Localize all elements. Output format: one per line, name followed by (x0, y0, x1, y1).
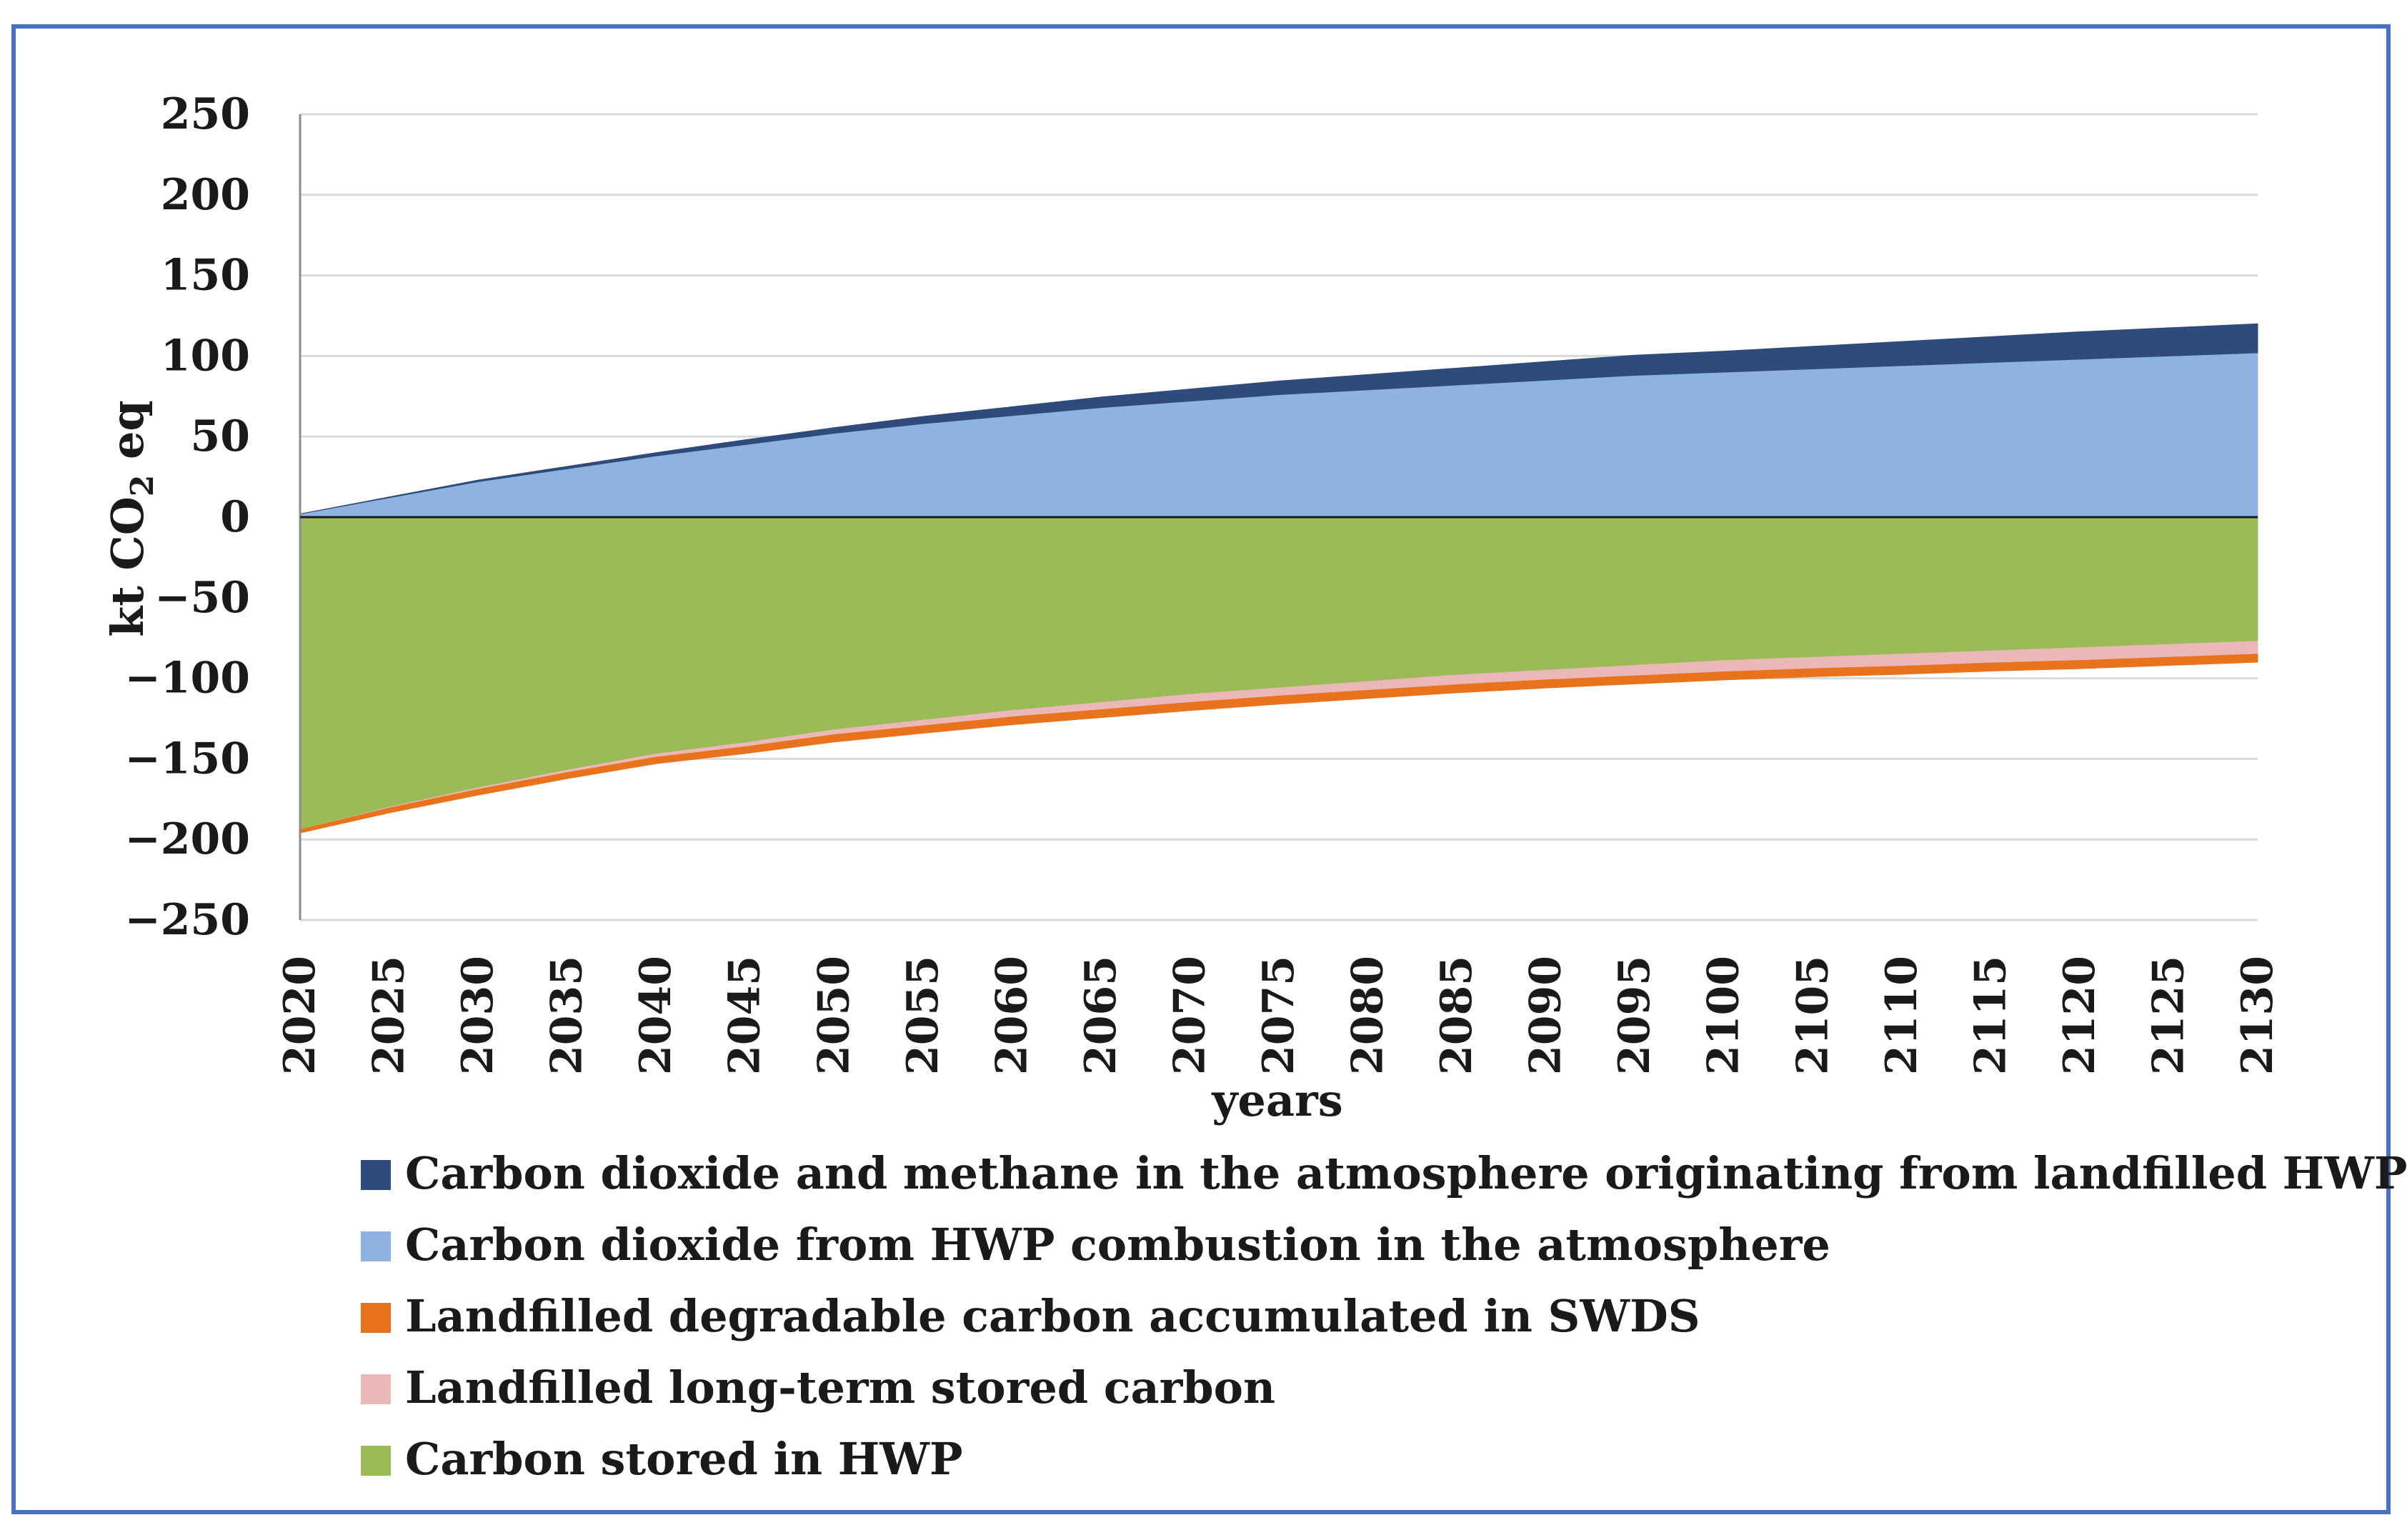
x-tick-labels: 2020 2025 2030 2035 2040 2045 2050 2055 2060 2065… (275, 956, 2283, 1075)
x-tick-label: 2035 (542, 956, 592, 1075)
y-tick-label: −250 (124, 895, 250, 945)
legend-swatch (361, 1303, 391, 1333)
legend-label: Landfilled degradable carbon accumulated… (405, 1290, 1700, 1342)
x-axis-title: years (1211, 1074, 1342, 1126)
y-tick-label: −50 (154, 573, 250, 623)
y-tick-label: −200 (124, 814, 250, 864)
x-tick-label: 2090 (1521, 956, 1571, 1075)
x-tick-label: 2075 (1254, 956, 1304, 1075)
axes (299, 114, 2258, 920)
x-tick-label: 2025 (364, 956, 414, 1075)
legend-label: Carbon dioxide and methane in the atmosp… (405, 1147, 2407, 1199)
x-tick-label: 2070 (1165, 956, 1215, 1075)
x-tick-label: 2130 (2233, 956, 2283, 1075)
x-tick-label: 2105 (1788, 956, 1838, 1075)
area-carbon-dioxide-from-hwp-combustion-in-the-atmosphere (299, 352, 2258, 518)
legend-swatch (361, 1374, 391, 1404)
x-tick-label: 2045 (720, 956, 770, 1075)
x-tick-label: 2120 (2055, 956, 2105, 1075)
y-tick-label: 100 (161, 331, 250, 381)
area-carbon-dioxide-and-methane-in-the-atmosphere-originating-from-landfilled-hwp (299, 323, 2258, 514)
x-tick-label: 2085 (1432, 956, 1482, 1075)
y-axis-title: kt CO2 eq (101, 400, 161, 637)
legend: Carbon dioxide and methane in the atmosp… (361, 1147, 2407, 1485)
x-tick-label: 2095 (1610, 956, 1660, 1075)
x-tick-label: 2065 (1076, 956, 1126, 1075)
legend-label: Carbon dioxide from HWP combustion in th… (405, 1219, 1830, 1271)
legend-swatch (361, 1446, 391, 1476)
area-landfilled-degradable-carbon-accumulated-in-swds (299, 654, 2258, 834)
x-tick-label: 2080 (1343, 956, 1393, 1075)
legend-swatch (361, 1160, 391, 1190)
y-tick-label: 200 (161, 170, 250, 220)
legend-label: Carbon stored in HWP (405, 1433, 963, 1485)
x-tick-label: 2050 (809, 956, 859, 1075)
y-tick-label: 250 (161, 89, 250, 139)
y-tick-label: 50 (191, 411, 251, 461)
legend-label: Landfilled long-term stored carbon (405, 1361, 1275, 1414)
area-carbon-stored-in-hwp (299, 516, 2258, 831)
area-series (299, 323, 2258, 834)
x-tick-label: 2100 (1699, 956, 1749, 1075)
x-tick-label: 2020 (275, 956, 325, 1075)
x-tick-label: 2125 (2143, 956, 2193, 1075)
x-tick-label: 2115 (1965, 956, 2015, 1075)
y-tick-labels: 250 200 150 100 50 0 −50 −100 −150 −200 −250 (124, 89, 250, 945)
y-tick-label: 150 (161, 251, 250, 301)
x-tick-label: 2030 (453, 956, 503, 1075)
x-tick-label: 2055 (898, 956, 948, 1075)
x-tick-label: 2040 (631, 956, 681, 1075)
y-tick-label: −100 (124, 654, 250, 704)
legend-swatch (361, 1231, 391, 1261)
y-tick-label: 0 (220, 492, 250, 542)
x-tick-label: 2060 (987, 956, 1037, 1075)
x-tick-label: 2110 (1877, 956, 1927, 1075)
y-tick-label: −150 (124, 734, 250, 784)
